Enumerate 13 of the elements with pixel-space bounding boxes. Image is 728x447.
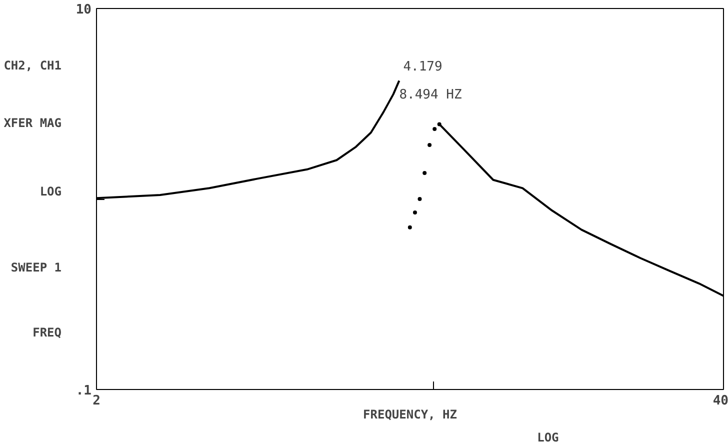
text: LOG: [40, 184, 62, 198]
x-axis-title: FREQUENCY, HZ: [363, 408, 457, 422]
y-tick-label: 10: [76, 2, 92, 18]
y-tick-label: .1: [76, 384, 92, 398]
text: XFER MAG: [4, 116, 62, 130]
x-tick-label: 2: [92, 394, 100, 408]
text: SWEEP 1: [10, 260, 62, 275]
annotation: 4.179: [403, 60, 442, 75]
annotation: 8.494 HZ: [399, 88, 462, 103]
text: FREQ: [32, 325, 62, 340]
x-tick-label: 40: [712, 394, 728, 408]
text: CH2, CH1: [4, 58, 62, 73]
text: LOG: [537, 430, 559, 444]
